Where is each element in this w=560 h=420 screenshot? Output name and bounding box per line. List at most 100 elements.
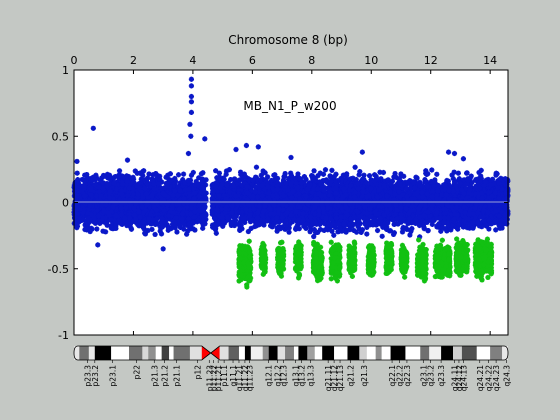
- data-point-main: [157, 228, 163, 234]
- data-point-main: [172, 219, 178, 226]
- data-point-main: [96, 216, 102, 223]
- data-point-main: [189, 201, 195, 208]
- data-point-main: [196, 203, 202, 209]
- data-point-main: [175, 219, 181, 225]
- data-point-main: [126, 211, 132, 218]
- data-point-main: [466, 225, 473, 231]
- data-point-main: [332, 224, 339, 231]
- data-point-main: [201, 209, 207, 215]
- data-point-main: [169, 203, 175, 209]
- data-point-main: [456, 176, 462, 182]
- data-point-main: [185, 177, 191, 184]
- data-point-main: [74, 200, 80, 206]
- data-point-main: [93, 172, 99, 178]
- data-point-main: [159, 215, 165, 222]
- data-point-main: [184, 231, 190, 237]
- data-point-main: [123, 205, 129, 211]
- data-point-main: [232, 210, 238, 216]
- data-point-main: [113, 212, 119, 219]
- data-points: [71, 76, 511, 290]
- data-point-main: [133, 216, 139, 222]
- data-point-main: [127, 221, 134, 227]
- data-point-main: [177, 203, 183, 209]
- data-point-main: [378, 179, 384, 185]
- data-point-main: [200, 225, 206, 231]
- data-point-main: [287, 220, 293, 227]
- data-point-main: [155, 172, 161, 179]
- data-point-main: [429, 167, 435, 173]
- data-point-main: [109, 185, 115, 191]
- data-point-main: [408, 228, 414, 234]
- data-point-main: [99, 211, 105, 217]
- data-point-main: [90, 184, 96, 190]
- data-point-main: [159, 179, 165, 185]
- data-point-main: [150, 172, 156, 178]
- data-point-main: [77, 184, 83, 190]
- data-point-main: [108, 209, 115, 215]
- data-point-main: [90, 188, 96, 194]
- data-point-main: [187, 223, 193, 229]
- data-point-main: [202, 212, 208, 218]
- data-point-main: [104, 180, 110, 187]
- data-point-main: [391, 174, 397, 180]
- data-point-main: [81, 193, 88, 199]
- data-point-main: [100, 228, 106, 234]
- data-point-main: [119, 191, 125, 197]
- data-point-main: [192, 208, 198, 215]
- data-point-main: [157, 176, 163, 183]
- data-point-main: [351, 227, 357, 233]
- data-point-main: [182, 219, 188, 225]
- data-point-main: [192, 182, 199, 188]
- data-point-main: [180, 171, 187, 177]
- data-point-main: [356, 225, 362, 231]
- data-point-main: [260, 168, 266, 174]
- data-point-main: [159, 224, 165, 230]
- data-point-main: [171, 209, 178, 216]
- data-point-main: [336, 207, 343, 213]
- data-point-main: [99, 202, 105, 208]
- data-point-main: [172, 188, 178, 194]
- data-point-main: [134, 170, 140, 176]
- data-point-main: [74, 211, 80, 217]
- data-point-main: [167, 171, 173, 177]
- data-point-main: [198, 171, 205, 177]
- data-point-main: [124, 173, 130, 179]
- data-point-main: [438, 228, 444, 234]
- data-point-main: [108, 216, 114, 223]
- data-point-main: [136, 223, 142, 229]
- data-point-main: [190, 169, 196, 176]
- data-point-main: [158, 185, 164, 192]
- data-point-main: [179, 216, 185, 222]
- data-point-main: [353, 176, 359, 183]
- data-point-main: [182, 187, 189, 193]
- data-point-main: [260, 176, 266, 183]
- data-point-main: [199, 213, 206, 219]
- data-point-main: [116, 189, 122, 195]
- data-point-main: [423, 168, 429, 174]
- data-point-main: [322, 221, 328, 227]
- data-point-main: [89, 177, 95, 183]
- data-point-main: [168, 216, 174, 223]
- data-point-main: [343, 227, 349, 233]
- data-point-main: [75, 177, 81, 183]
- data-point-main: [82, 197, 88, 203]
- data-point-main: [113, 225, 119, 231]
- data-point-main: [91, 209, 97, 216]
- data-point-main: [399, 200, 405, 206]
- data-point-main: [152, 198, 158, 204]
- data-point-main: [143, 188, 150, 194]
- data-point-main: [170, 183, 176, 189]
- data-point-main: [150, 217, 156, 223]
- data-point-main: [175, 192, 181, 199]
- data-point-main: [74, 193, 80, 199]
- data-point-main: [123, 181, 130, 187]
- data-point-main: [113, 221, 119, 227]
- data-point-main: [145, 227, 151, 234]
- data-point-main: [140, 210, 146, 216]
- data-point-main: [364, 231, 370, 237]
- data-point-main: [171, 195, 178, 202]
- data-point-main: [110, 196, 116, 202]
- data-point-main: [177, 187, 183, 194]
- data-point-main: [181, 226, 187, 232]
- data-point-main: [191, 196, 197, 202]
